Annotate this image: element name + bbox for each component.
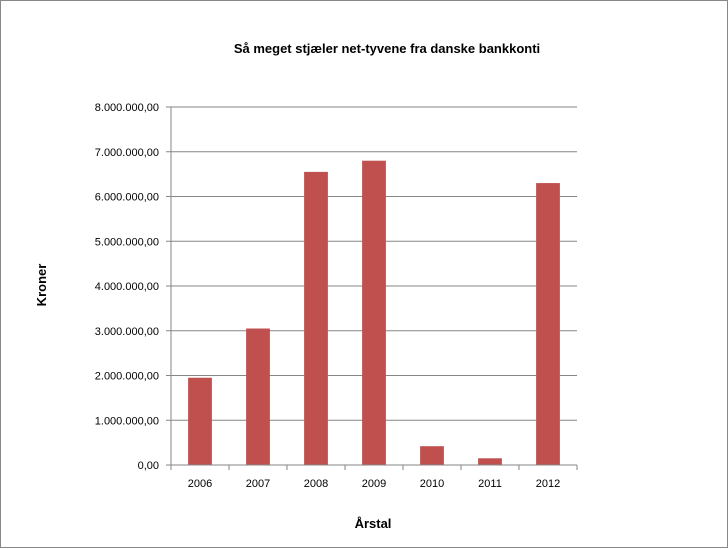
- x-tick-label: 2007: [246, 478, 270, 490]
- bar-2012: [536, 183, 560, 465]
- bar-2007: [246, 328, 270, 465]
- y-tick-label: 5.000.000,00: [95, 236, 159, 248]
- bar-2011: [478, 458, 502, 465]
- y-tick-label: 8.000.000,00: [95, 102, 159, 114]
- bar-2009: [362, 160, 386, 465]
- y-tick-label: 4.000.000,00: [95, 281, 159, 293]
- chart-title: Så meget stjæler net-tyvene fra danske b…: [234, 41, 540, 56]
- x-tick-label: 2012: [536, 478, 560, 490]
- bar-2008: [304, 171, 328, 465]
- x-axis-ticks: 2006 2007 2008 2009 2010 2011 2012: [170, 465, 578, 490]
- y-tick-label: 0,00: [138, 460, 159, 472]
- bar-2006: [188, 377, 212, 465]
- y-tick-label: 1.000.000,00: [95, 415, 159, 427]
- y-tick-label: 6.000.000,00: [95, 192, 159, 204]
- x-tick-label: 2009: [362, 478, 386, 490]
- y-tick-label: 3.000.000,00: [95, 326, 159, 338]
- bar-2010: [420, 446, 444, 465]
- y-axis-title: Kroner: [34, 264, 49, 307]
- x-tick-label: 2011: [478, 478, 502, 490]
- x-tick-label: 2010: [420, 478, 444, 490]
- x-tick-label: 2006: [188, 478, 212, 490]
- y-tick-label: 7.000.000,00: [95, 147, 159, 159]
- bars: [188, 160, 560, 465]
- x-tick-label: 2008: [304, 478, 328, 490]
- y-tick-label: 2.000.000,00: [95, 371, 159, 383]
- y-axis-ticks: 0,00 1.000.000,00 2.000.000,00 3.000.000,00…: [95, 102, 171, 472]
- x-axis-title: Årstal: [355, 516, 392, 531]
